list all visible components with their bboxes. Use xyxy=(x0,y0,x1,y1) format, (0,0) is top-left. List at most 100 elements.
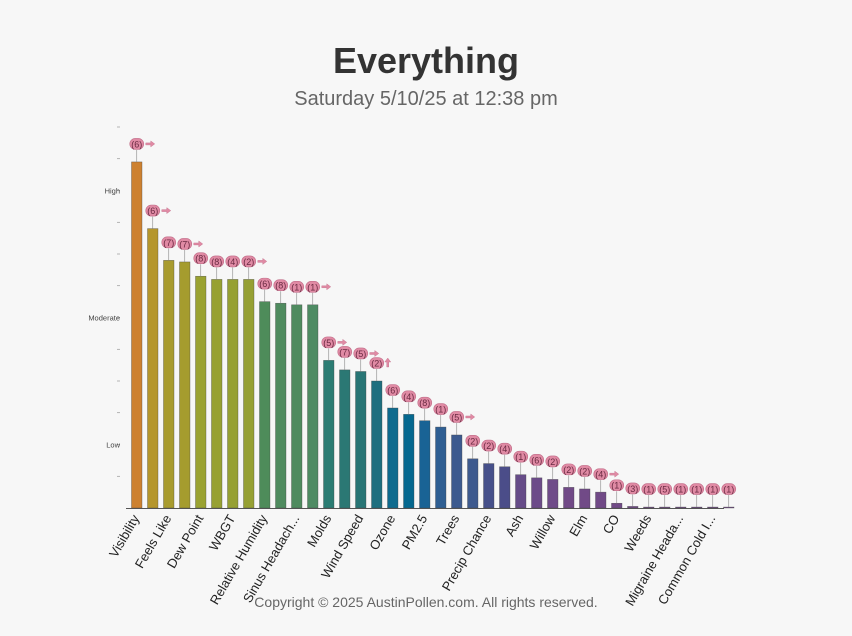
bar xyxy=(435,426,447,509)
badge xyxy=(497,442,513,455)
bar xyxy=(531,477,543,509)
badge-label: (1) xyxy=(707,485,718,495)
x-tick-label: Elm xyxy=(566,512,590,539)
badge-label: (6) xyxy=(531,455,542,465)
badge-label: (6) xyxy=(387,385,398,395)
badge-label: (2) xyxy=(547,457,558,467)
y-tick-label: High xyxy=(105,187,120,196)
badge-label: (7) xyxy=(163,238,174,248)
x-tick-label: Ozone xyxy=(366,512,398,553)
x-tick-label: Molds xyxy=(304,512,335,550)
badge xyxy=(689,483,705,495)
bar xyxy=(131,161,143,509)
badge xyxy=(337,346,353,358)
badge xyxy=(545,455,561,468)
x-tick-label: Ash xyxy=(502,512,526,539)
badge-label: (6) xyxy=(131,139,142,149)
badge-label: (3) xyxy=(627,484,638,494)
badge xyxy=(561,463,577,476)
x-tick-label: WBGT xyxy=(206,512,239,553)
badge xyxy=(369,357,385,369)
bar xyxy=(547,479,559,509)
badge xyxy=(577,465,593,477)
badge xyxy=(353,347,369,360)
badge xyxy=(529,454,545,466)
bars xyxy=(131,161,735,509)
y-tick-label: Low xyxy=(106,441,120,450)
badge-label: (4) xyxy=(499,444,510,454)
badge-label: (7) xyxy=(339,347,350,357)
badge xyxy=(225,255,241,268)
trend-right-arrow-icon xyxy=(193,240,204,248)
badge-label: (8) xyxy=(211,257,222,267)
bar xyxy=(179,261,191,509)
badge-label: (7) xyxy=(179,239,190,249)
bar xyxy=(643,506,655,509)
bar xyxy=(307,304,319,509)
y-tick-label: Moderate xyxy=(88,314,120,323)
x-tick-label: Weeds xyxy=(621,512,654,555)
bar xyxy=(403,414,415,509)
bar xyxy=(499,466,511,509)
trend-right-arrow-icon xyxy=(369,350,380,357)
badge-label: (2) xyxy=(243,257,254,267)
badge xyxy=(193,252,209,265)
trend-right-arrow-icon xyxy=(337,338,348,346)
x-tick-label: PM2.5 xyxy=(399,512,431,552)
badge xyxy=(465,434,481,447)
badge-label: (1) xyxy=(515,452,526,462)
badge-label: (5) xyxy=(451,412,462,422)
bar xyxy=(595,491,607,509)
bar xyxy=(675,506,687,509)
trend-right-arrow-icon xyxy=(321,283,332,291)
trend-up-arrow-icon xyxy=(384,357,392,368)
bar xyxy=(227,279,239,509)
badge xyxy=(673,483,689,495)
badge xyxy=(177,238,193,250)
bar xyxy=(691,506,703,509)
copyright-notice: Copyright © 2025 AustinPollen.com. All r… xyxy=(254,594,598,610)
bar xyxy=(323,360,335,509)
trend-right-arrow-icon xyxy=(161,207,172,214)
badge-label: (5) xyxy=(659,485,670,495)
chart-subtitle: Saturday 5/10/25 at 12:38 pm xyxy=(294,88,558,110)
badge xyxy=(385,384,401,396)
bar xyxy=(163,260,175,509)
badge xyxy=(609,479,625,492)
badge xyxy=(209,255,225,268)
bar xyxy=(627,506,639,509)
badge xyxy=(305,280,321,293)
badge-label: (2) xyxy=(563,465,574,475)
x-tick-label: Trees xyxy=(433,512,463,548)
trend-right-arrow-icon xyxy=(465,413,476,421)
change-badges: (6) (6) (7) (7) (8) (8) (4) (2) (6) (8) (1) (1) (5) (… xyxy=(129,138,737,507)
bar xyxy=(707,506,719,509)
bar xyxy=(275,302,287,509)
badge-label: (1) xyxy=(643,485,654,495)
badge-label: (5) xyxy=(355,349,366,359)
x-tick-label: CO xyxy=(600,512,623,536)
badge xyxy=(417,396,433,409)
badge xyxy=(273,279,289,292)
trend-right-arrow-icon xyxy=(257,258,268,265)
badge xyxy=(721,483,737,495)
badge-label: (1) xyxy=(691,485,702,495)
bar xyxy=(339,369,351,509)
badge-label: (4) xyxy=(595,470,606,480)
badge-label: (2) xyxy=(483,441,494,451)
trend-right-arrow-icon xyxy=(609,470,620,478)
badge-label: (4) xyxy=(227,257,238,267)
badge-label: (1) xyxy=(435,405,446,415)
bar xyxy=(259,301,271,509)
bar xyxy=(659,506,671,509)
badge xyxy=(241,255,257,268)
bar xyxy=(355,371,367,509)
badge-label: (1) xyxy=(675,485,686,495)
badge-label: (1) xyxy=(307,282,318,292)
badge xyxy=(321,336,337,349)
badge-label: (6) xyxy=(259,279,270,289)
bar xyxy=(483,463,495,509)
bar xyxy=(291,304,303,509)
bar xyxy=(723,506,735,509)
